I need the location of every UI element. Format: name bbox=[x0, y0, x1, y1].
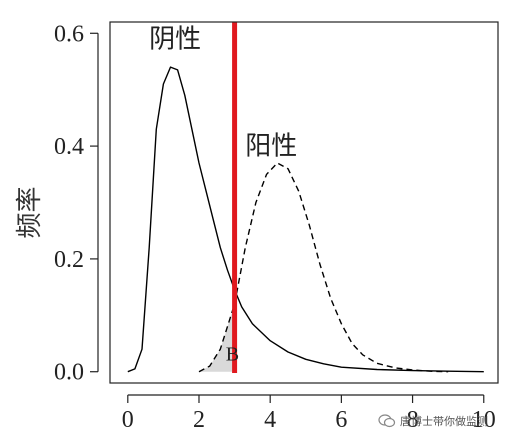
x-tick-label: 6 bbox=[335, 407, 347, 433]
y-tick-label: 0.2 bbox=[54, 247, 84, 273]
series-line-positive bbox=[198, 162, 449, 373]
x-tick-label: 10 bbox=[472, 407, 496, 433]
curve-label-positive: 阳性 bbox=[245, 132, 297, 162]
y-tick-label: 0.4 bbox=[54, 134, 84, 160]
shaded-region-b bbox=[198, 304, 235, 372]
watermark-text: 唐博士带你做监测 bbox=[400, 415, 488, 428]
x-tick-label: 8 bbox=[407, 407, 419, 433]
curve-label-negative: 阴性 bbox=[149, 24, 201, 54]
axes-group: 0 2 4 6 8 10 0.0 0.2 0.4 0.6 频率 bbox=[15, 21, 499, 433]
x-tick-label: 4 bbox=[264, 407, 276, 433]
series-line-negative bbox=[127, 66, 484, 373]
wechat-logo-icon bbox=[378, 414, 396, 428]
x-tick-label: 2 bbox=[193, 407, 205, 433]
x-tick-label: 0 bbox=[122, 407, 134, 433]
y-axis-title: 频率 bbox=[15, 186, 45, 238]
series-group bbox=[127, 66, 484, 373]
region-label-b: B bbox=[226, 343, 239, 365]
watermark: 唐博士带你做监测 bbox=[378, 409, 514, 433]
shaded-region-group bbox=[198, 304, 235, 372]
y-tick-label: 0.0 bbox=[54, 360, 84, 386]
y-tick-label: 0.6 bbox=[54, 21, 84, 47]
plot-frame bbox=[109, 21, 499, 384]
